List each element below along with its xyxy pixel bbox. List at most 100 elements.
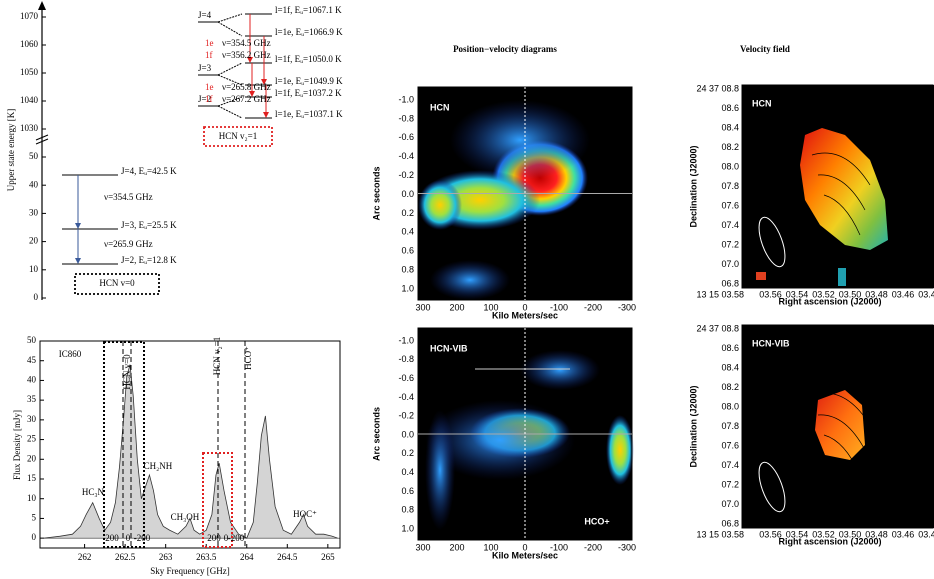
x-tick-label: -300 — [618, 302, 636, 312]
beam — [758, 216, 786, 268]
y-tick-label: 0.0 — [401, 189, 414, 199]
y-tick-label: 1060 — [20, 39, 39, 49]
plot-frame — [741, 324, 934, 529]
velocity-map — [815, 390, 865, 460]
y-axis-label: Flux Density [mJy] — [12, 410, 22, 480]
level-label: l=1e, Eᵤ=1049.9 K — [275, 76, 343, 86]
y-tick-label: -0.2 — [398, 170, 414, 180]
y-tick-label: 50 — [29, 151, 39, 161]
y-tick-label: 1050 — [20, 67, 39, 77]
x-tick-label: 100 — [483, 302, 498, 312]
x-tick-label: 200 — [449, 302, 464, 312]
spectrum-line — [44, 364, 338, 539]
y-tick-label: 08.0 — [721, 161, 739, 171]
y-tick-label: 15 — [27, 473, 37, 483]
transition-label: ν=354.5 GHz — [222, 38, 271, 48]
y-tick-label: -0.6 — [398, 132, 414, 142]
annotation: HCN v₂=1 — [212, 337, 222, 375]
x-tick-label: 13 15 03.58 — [696, 529, 744, 539]
transition-label: ν=265.8 GHz — [222, 82, 271, 92]
panel-title: Velocity field — [740, 44, 790, 54]
panel-label: HCN-VIB — [752, 338, 790, 348]
axis-label: Upper state energy [K] — [6, 109, 16, 192]
emission — [606, 415, 634, 485]
y-tick-label: 07.0 — [721, 499, 739, 509]
y-tick-label: -0.6 — [398, 373, 414, 383]
annotation: 0 — [126, 533, 131, 543]
contour — [823, 194, 861, 236]
y-tick-label: 1030 — [20, 123, 39, 133]
annotation: 200 — [207, 533, 221, 543]
x-tick-label: 03.44 — [918, 289, 934, 299]
panel-label: HCN — [430, 102, 450, 112]
state-label: HCN v=0 — [99, 278, 135, 288]
line — [35, 134, 49, 141]
parity-label: 1f — [205, 50, 213, 60]
x-axis-label: Right ascension (J2000) — [778, 296, 881, 306]
y-tick-label: 07.4 — [721, 460, 739, 470]
x-tick-label: -200 — [584, 542, 602, 552]
y-axis-label: Arc seconds — [371, 166, 381, 220]
spectrum-area — [44, 364, 338, 539]
line — [217, 96, 243, 107]
y-tick-label: 07.8 — [721, 181, 739, 191]
y-tick-label: -0.4 — [398, 392, 414, 402]
y-tick-label: -0.8 — [398, 113, 414, 123]
y-tick-label: -0.2 — [398, 411, 414, 421]
emission — [418, 180, 462, 230]
x-tick-label: 03.46 — [892, 529, 915, 539]
parity-label: 1e — [205, 82, 214, 92]
x-tick-label: 03.46 — [892, 289, 915, 299]
line — [35, 138, 49, 145]
parity-label: 1f — [205, 94, 213, 104]
state-label: HCN v₂=1 — [219, 131, 257, 141]
y-tick-label: -0.8 — [398, 354, 414, 364]
arrowhead — [249, 91, 255, 97]
arrowhead — [263, 112, 269, 118]
y-tick-label: 35 — [27, 394, 37, 404]
annotation: HOC⁺ — [293, 509, 317, 519]
panel-title: Position−velocity diagrams — [453, 44, 557, 54]
y-tick-label: 08.6 — [721, 343, 739, 353]
arrowhead — [261, 79, 267, 85]
y-tick-label: 40 — [27, 374, 37, 384]
y-tick-label: 45 — [27, 355, 37, 365]
emission — [520, 350, 600, 390]
y-tick-label: 1040 — [20, 95, 39, 105]
y-tick-label: 08.2 — [721, 382, 739, 392]
line-box — [202, 452, 233, 548]
arrowhead — [75, 258, 81, 264]
y-tick-label: 0 — [34, 292, 39, 302]
x-axis-label: Sky Frequency [GHz] — [150, 566, 229, 576]
transition-label: ν=356.2 GHz — [222, 50, 271, 60]
contour — [817, 174, 866, 211]
annotation: CH₃OH — [171, 512, 200, 522]
x-tick-label: 262 — [78, 552, 92, 562]
level-label: l=1f, Eᵤ=1050.0 K — [275, 54, 342, 64]
x-tick-label: 263 — [159, 552, 173, 562]
x-tick-label: 300 — [415, 542, 430, 552]
x-tick-label: 03.56 — [759, 529, 782, 539]
panel-label: HCN-VIB — [430, 343, 468, 353]
x-tick-label: 300 — [415, 302, 430, 312]
y-tick-label: 0.2 — [401, 208, 414, 218]
y-tick-label: 06.8 — [721, 518, 739, 528]
annotation: -200 — [228, 533, 245, 543]
y-tick-label: 0.2 — [401, 448, 414, 458]
x-tick-label: 263.5 — [196, 552, 217, 562]
arrowhead — [75, 223, 81, 229]
y-tick-label: 0.6 — [401, 486, 414, 496]
y-tick-label: 08.4 — [721, 362, 739, 372]
y-tick-label: 30 — [27, 414, 37, 424]
parity-label: 1e — [205, 38, 214, 48]
y-tick-label: 25 — [27, 434, 37, 444]
y-tick-label: 0.6 — [401, 246, 414, 256]
x-tick-label: 0 — [522, 542, 527, 552]
y-tick-label: 08.2 — [721, 142, 739, 152]
y-tick-label: 10 — [29, 264, 39, 274]
beam — [758, 461, 786, 513]
y-tick-label: 0.0 — [401, 429, 414, 439]
y-tick-label: 07.6 — [721, 200, 739, 210]
x-tick-label: 0 — [522, 302, 527, 312]
